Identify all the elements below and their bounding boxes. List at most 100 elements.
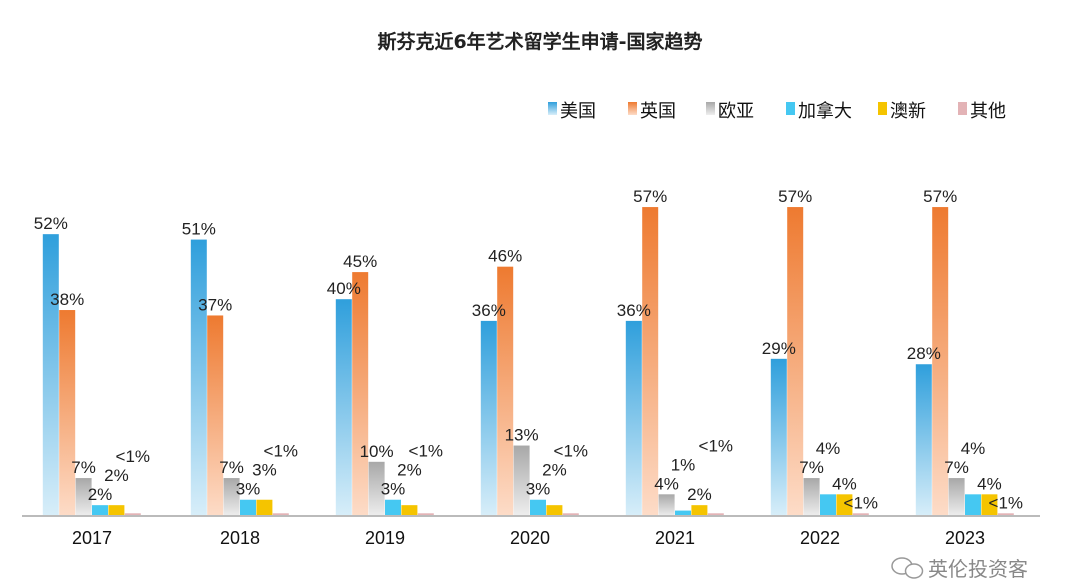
x-tick-label: 2019	[365, 528, 405, 548]
data-label: 38%	[50, 290, 84, 309]
data-label: 13%	[505, 426, 539, 445]
x-tick-label: 2022	[800, 528, 840, 548]
bar-group-2020	[480, 266, 579, 516]
legend: 美国 英国 欧亚 加拿大 澳新 其他	[548, 100, 1006, 122]
bar	[770, 358, 787, 516]
legend-item: 澳新	[878, 101, 926, 122]
bar	[42, 234, 59, 516]
x-tick-label: 2023	[945, 528, 985, 548]
bar	[368, 461, 385, 516]
bar	[852, 513, 869, 516]
bar	[820, 494, 836, 516]
data-label: <1%	[116, 447, 151, 466]
bar-group-2019	[335, 272, 434, 516]
bar	[335, 299, 352, 516]
bar	[385, 499, 401, 516]
bar	[207, 315, 224, 516]
data-label: 3%	[252, 461, 277, 480]
bar	[948, 478, 965, 516]
data-label: 57%	[778, 187, 812, 206]
data-label: 51%	[182, 220, 216, 239]
legend-item: 美国	[548, 101, 596, 122]
bar	[787, 207, 804, 516]
data-label: 36%	[472, 301, 506, 320]
x-tick-label: 2017	[72, 528, 112, 548]
legend-item: 欧亚	[706, 101, 754, 122]
bar	[401, 505, 418, 516]
bar	[642, 207, 659, 516]
bar	[932, 207, 949, 516]
bar	[530, 499, 546, 516]
legend-swatch	[878, 102, 887, 115]
data-label: 2%	[542, 461, 567, 480]
legend-label: 其他	[970, 101, 1006, 122]
bar-group-2018	[190, 239, 289, 516]
x-tick-label: 2021	[655, 528, 695, 548]
bar	[497, 266, 514, 516]
bar	[223, 478, 240, 516]
bar	[562, 513, 579, 516]
bar	[272, 513, 289, 516]
bar	[124, 513, 141, 516]
legend-label: 澳新	[890, 101, 926, 122]
data-label: 29%	[762, 339, 796, 358]
legend-item: 加拿大	[786, 100, 852, 122]
bars	[42, 207, 1014, 516]
data-label: <1%	[699, 436, 734, 455]
bar	[92, 505, 108, 516]
data-labels: 52%38%7%2%2%<1%51%37%7%3%3%<1%40%45%10%3…	[34, 187, 1023, 512]
wechat-icon	[891, 557, 924, 579]
bar-group-2017	[42, 234, 141, 516]
data-label: 40%	[327, 279, 361, 298]
bar	[691, 505, 708, 516]
data-label: 28%	[907, 344, 941, 363]
data-label: 45%	[343, 252, 377, 271]
legend-label: 美国	[560, 101, 596, 122]
chart-title: 斯芬克近6年艺术留学生申请-国家趋势	[377, 30, 702, 53]
legend-item: 其他	[958, 101, 1006, 122]
bar	[513, 445, 530, 516]
data-label: 4%	[961, 439, 986, 458]
data-label: 52%	[34, 214, 68, 233]
bar-group-2023	[915, 207, 1014, 516]
bar	[803, 478, 820, 516]
data-label: 2%	[687, 485, 712, 504]
data-label: <1%	[264, 442, 299, 461]
bar	[625, 320, 642, 516]
data-label: 3%	[381, 480, 406, 499]
data-label: 57%	[633, 187, 667, 206]
watermark: 英伦投资客	[891, 557, 1028, 581]
bar-group-2021	[625, 207, 724, 516]
bar	[675, 510, 691, 516]
watermark-text: 英伦投资客	[928, 557, 1028, 581]
bar	[965, 494, 981, 516]
legend-item: 英国	[628, 101, 676, 122]
bar	[836, 494, 853, 516]
bar	[256, 499, 273, 516]
bar	[480, 320, 497, 516]
data-label: 4%	[654, 474, 679, 493]
legend-label: 加拿大	[798, 100, 852, 122]
data-label: 7%	[799, 458, 824, 477]
data-label: 2%	[104, 466, 129, 485]
data-label: <1%	[989, 493, 1024, 512]
data-label: 46%	[488, 247, 522, 266]
x-tick-label: 2020	[510, 528, 550, 548]
data-label: 2%	[88, 485, 113, 504]
bar	[658, 494, 675, 516]
data-label: 7%	[944, 458, 969, 477]
data-label: 7%	[219, 458, 244, 477]
legend-label: 欧亚	[718, 101, 754, 122]
legend-swatch	[628, 102, 637, 115]
data-label: <1%	[844, 493, 879, 512]
data-label: 4%	[977, 474, 1002, 493]
data-label: 4%	[832, 474, 857, 493]
bar	[352, 272, 369, 516]
x-ticks: 2017 2018 2019 2020 2021 2022 2023	[72, 528, 985, 548]
bar	[190, 239, 207, 516]
bar	[108, 505, 125, 516]
data-label: 57%	[923, 187, 957, 206]
bar	[59, 310, 76, 516]
legend-swatch	[706, 102, 715, 115]
data-label: 37%	[198, 295, 232, 314]
